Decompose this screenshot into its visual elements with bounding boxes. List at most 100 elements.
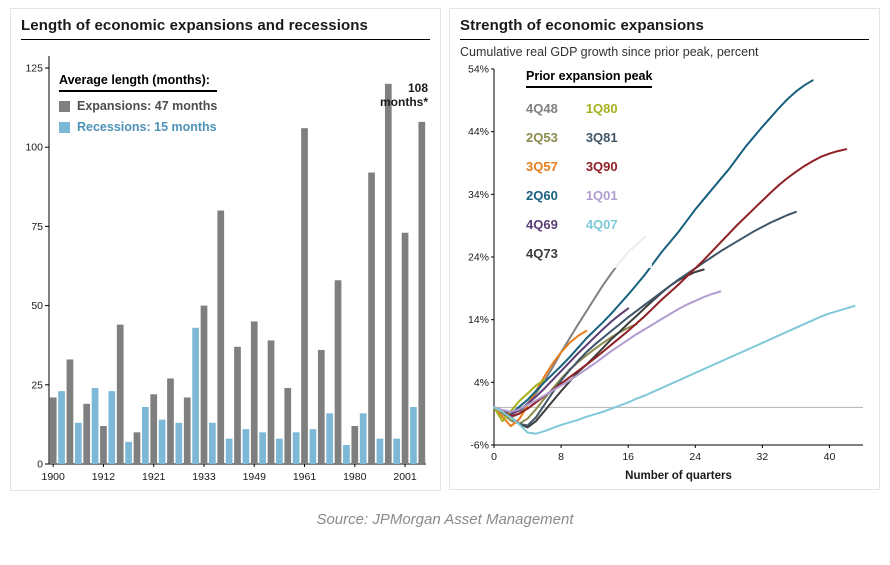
series-line-4q69 xyxy=(493,307,630,416)
recession-bar xyxy=(326,413,334,464)
legend-item-4q07: 4Q07 xyxy=(585,217,618,232)
expansion-bar xyxy=(317,349,325,464)
expansion-bar xyxy=(66,359,74,464)
recession-bar xyxy=(175,422,183,464)
bar-y-tick-label: 50 xyxy=(31,300,43,312)
bar-y-tick-label: 25 xyxy=(31,379,43,391)
line-y-tick-label: 24% xyxy=(468,252,489,264)
line-legend-title: Prior expansion peak xyxy=(526,69,653,88)
expansion-bar xyxy=(301,128,308,464)
recession-bar xyxy=(309,429,317,464)
line-y-tick-label: -6% xyxy=(470,440,489,452)
legend-row-expansions: Expansions: 47 months xyxy=(59,99,217,113)
recession-bar xyxy=(209,422,216,464)
bar-x-tick-label: 1900 xyxy=(42,471,66,483)
expansion-bar xyxy=(418,121,426,464)
expansions-swatch xyxy=(59,100,70,112)
left-chart-title: Length of economic expansions and recess… xyxy=(21,17,430,40)
legend-item-4q48: 4Q48 xyxy=(526,101,558,116)
recession-bar xyxy=(292,432,300,464)
expansion-bar xyxy=(200,305,208,464)
line-x-tick-label: 40 xyxy=(824,451,836,463)
expansion-bar xyxy=(133,432,141,464)
expansion-bar xyxy=(234,346,241,464)
series-line-4q07 xyxy=(493,304,856,435)
expansion-bar xyxy=(49,397,57,464)
bar-x-tick-label: 1933 xyxy=(192,471,216,483)
bar-x-tick-label: 1921 xyxy=(142,471,166,483)
legend-label-expansions: Expansions: 47 months xyxy=(77,99,218,113)
bar-chart-legend: Average length (months): Expansions: 47 … xyxy=(59,73,218,134)
bar-chart: 0 25 50 75 100 125 1900 1912 1921 1933 1949 1961 198… xyxy=(25,56,428,483)
charts-row: Length of economic expansions and recess… xyxy=(10,8,880,491)
expansion-bar xyxy=(250,321,258,464)
line-x-tick-label: 24 xyxy=(689,451,701,463)
expansion-bar xyxy=(100,425,107,464)
expansion-bar xyxy=(83,403,91,464)
legend-item-2q53: 2Q53 xyxy=(526,130,558,145)
series-line-1q01 xyxy=(493,290,722,413)
series-line-1q80 xyxy=(493,378,546,423)
expansion-bar xyxy=(217,210,225,464)
bar-x-tick-label: 1961 xyxy=(293,471,317,483)
bar-x-tick-label: 1949 xyxy=(243,471,267,483)
legend-column-1: 4Q48 2Q53 3Q57 2Q60 4Q69 4Q73 xyxy=(526,94,558,268)
expansion-bar xyxy=(284,387,292,464)
recession-bar xyxy=(74,422,82,464)
expansion-bar xyxy=(334,280,342,464)
series-line-3q81 xyxy=(493,210,797,427)
line-x-tick-label: 8 xyxy=(558,451,564,463)
bar-x-tick-label: 1980 xyxy=(343,471,367,483)
recession-bar xyxy=(343,444,350,464)
expansion-bar xyxy=(351,425,359,464)
bar-legend-rows: Expansions: 47 months Recessions: 15 mont… xyxy=(59,99,217,134)
legend-row-recessions: Recessions: 15 months xyxy=(59,120,217,134)
line-y-tick-label: 4% xyxy=(474,377,489,389)
line-x-tick-label: 16 xyxy=(622,451,634,463)
series-line-2q60 xyxy=(493,79,814,415)
line-y-tick-label: 34% xyxy=(468,189,489,201)
line-y-tick-label: 54% xyxy=(468,64,489,76)
series-line-3q57 xyxy=(493,329,588,428)
bar-x-tick-label: 2001 xyxy=(393,471,417,483)
expansion-bar xyxy=(150,394,158,464)
recession-bar xyxy=(125,441,132,464)
expansion-bar xyxy=(401,232,409,464)
line-chart-legend: Prior expansion peak 4Q48 2Q53 3Q57 2Q60 4Q6… xyxy=(526,69,653,268)
expansion-bar xyxy=(368,172,375,464)
recession-bar xyxy=(242,429,250,464)
line-legend-columns: 4Q48 2Q53 3Q57 2Q60 4Q69 4Q73 1Q80 3Q81 3Q90 1Q01… xyxy=(526,94,652,268)
source-caption: Source: JPMorgan Asset Management xyxy=(316,511,574,528)
legend-item-4q73: 4Q73 xyxy=(526,246,558,261)
line-y-tick-label: 44% xyxy=(468,126,489,138)
expansion-bar xyxy=(116,324,124,464)
recession-bar xyxy=(192,327,199,464)
x-axis-label: Number of quarters xyxy=(625,470,732,482)
expansion-bar xyxy=(183,397,191,464)
recession-bar xyxy=(108,391,116,464)
right-chart-subtitle: Cumulative real GDP growth since prior p… xyxy=(460,45,759,59)
recession-bar xyxy=(225,438,233,464)
line-y-tick-label: 14% xyxy=(468,314,489,326)
recession-bar xyxy=(158,419,166,464)
legend-item-1q80: 1Q80 xyxy=(585,101,618,116)
line-x-tick-label: 32 xyxy=(757,451,769,463)
bar-legend-title: Average length (months): xyxy=(59,73,218,92)
legend-item-3q81: 3Q81 xyxy=(585,130,618,145)
legend-item-3q57: 3Q57 xyxy=(526,159,558,174)
recession-bar xyxy=(141,406,149,464)
expansion-bar xyxy=(384,83,392,464)
line-x-tick-label: 0 xyxy=(491,451,497,463)
legend-item-4q69: 4Q69 xyxy=(526,217,558,232)
recession-bar xyxy=(410,406,417,464)
panel-expansion-strength: Strength of economic expansions Cumulati… xyxy=(449,8,880,490)
panel-expansion-length: Length of economic expansions and recess… xyxy=(10,8,441,491)
legend-column-2: 1Q80 3Q81 3Q90 1Q01 4Q07 xyxy=(586,94,618,268)
legend-item-2q60: 2Q60 xyxy=(526,188,558,203)
recession-bar xyxy=(276,438,283,464)
recessions-swatch xyxy=(59,121,70,133)
legend-label-recessions: Recessions: 15 months xyxy=(77,120,217,134)
bar-x-tick-label: 1912 xyxy=(92,471,116,483)
legend-item-3q90: 3Q90 xyxy=(585,159,618,174)
